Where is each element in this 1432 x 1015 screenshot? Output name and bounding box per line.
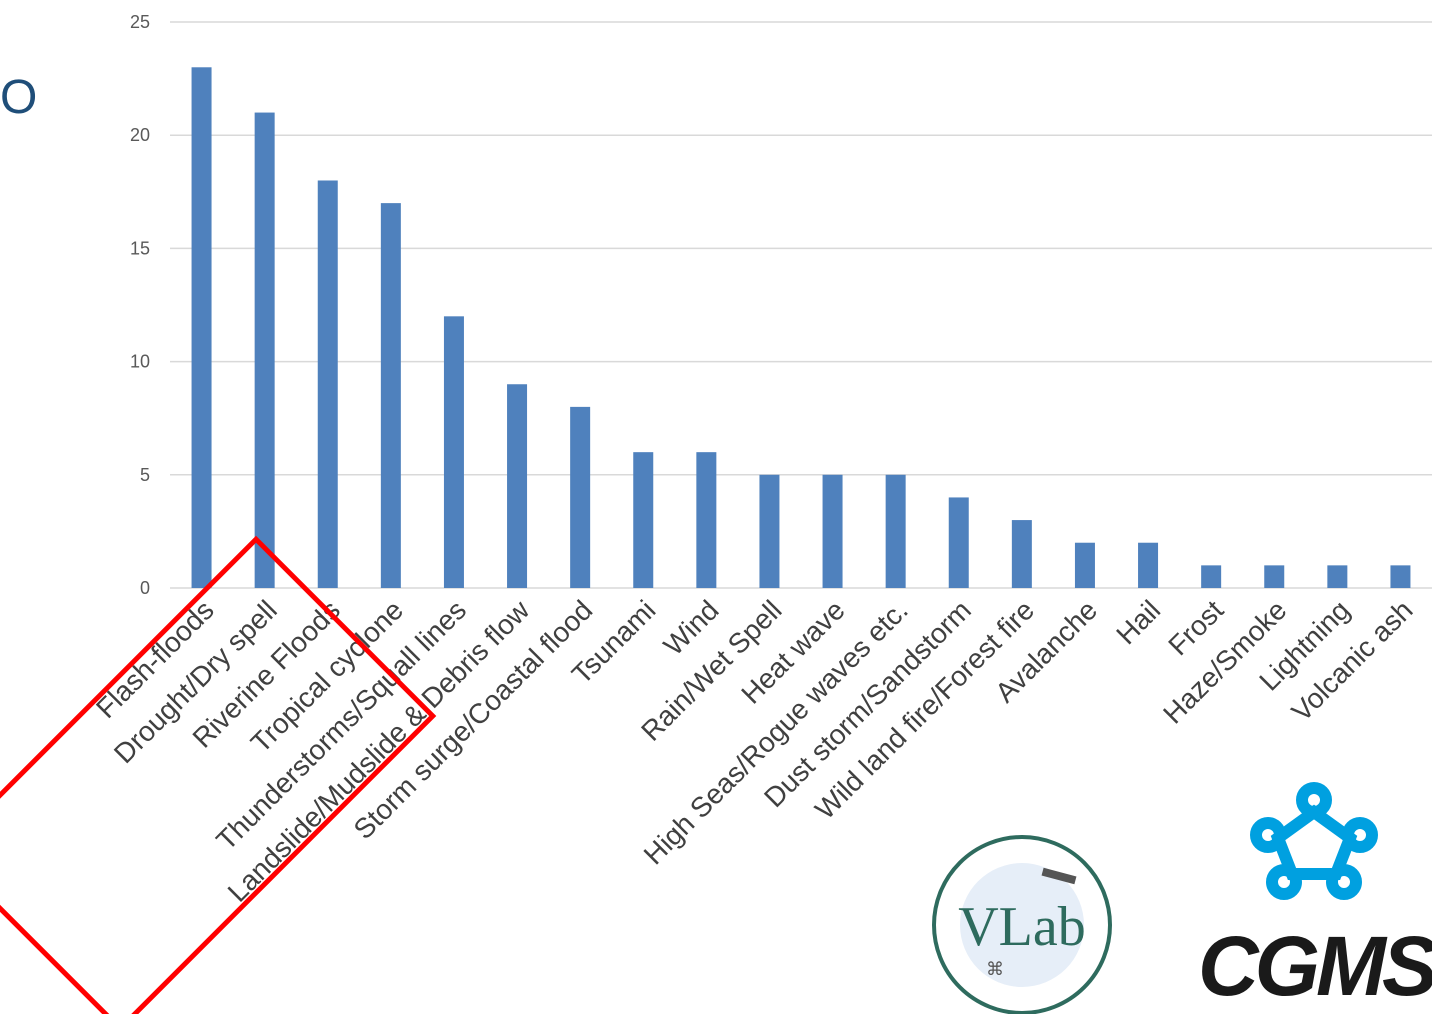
- bar: [570, 406, 591, 588]
- cgms-logo: [1250, 782, 1378, 900]
- bar: [443, 316, 464, 588]
- y-tick-label: 20: [130, 125, 150, 145]
- bar: [885, 474, 906, 588]
- y-tick-label: 5: [140, 465, 150, 485]
- y-tick-label: 25: [130, 12, 150, 32]
- bar: [317, 180, 338, 589]
- y-tick-label: 10: [130, 352, 150, 372]
- vlab-logo-text: VLab: [958, 896, 1086, 958]
- bar: [948, 497, 969, 588]
- y-tick-label: 15: [130, 238, 150, 258]
- y-tick-label: 0: [140, 578, 150, 598]
- bar: [822, 474, 843, 588]
- bar: [507, 384, 528, 588]
- bar: [380, 203, 401, 588]
- bar: [254, 112, 275, 588]
- bar: [1138, 542, 1159, 588]
- bar: [1074, 542, 1095, 588]
- bar: [696, 452, 717, 588]
- partial-title: O: [0, 71, 38, 124]
- y-axis-ticks: 0 5 10 15 20 25: [130, 12, 150, 598]
- x-category-label: Hail: [1110, 594, 1166, 650]
- network-star-icon: [1250, 782, 1378, 900]
- bar: [633, 452, 654, 588]
- highlight-box: [0, 535, 437, 1014]
- bar: [1201, 565, 1222, 588]
- bars: [191, 67, 1411, 589]
- vlab-logo-globe: [960, 863, 1084, 987]
- bar: [191, 67, 212, 588]
- bar: [759, 474, 780, 588]
- grid: [170, 21, 1432, 589]
- bar: [1390, 565, 1411, 588]
- bar: [1011, 520, 1032, 588]
- cgms-logo-text: CGMS: [1198, 919, 1432, 1013]
- satellite-icon: [1041, 867, 1077, 885]
- network-icon: ⌘: [986, 959, 1004, 980]
- bar: [1264, 565, 1285, 588]
- bar: [1327, 565, 1348, 588]
- vlab-logo: VLab ⌘: [932, 835, 1112, 1014]
